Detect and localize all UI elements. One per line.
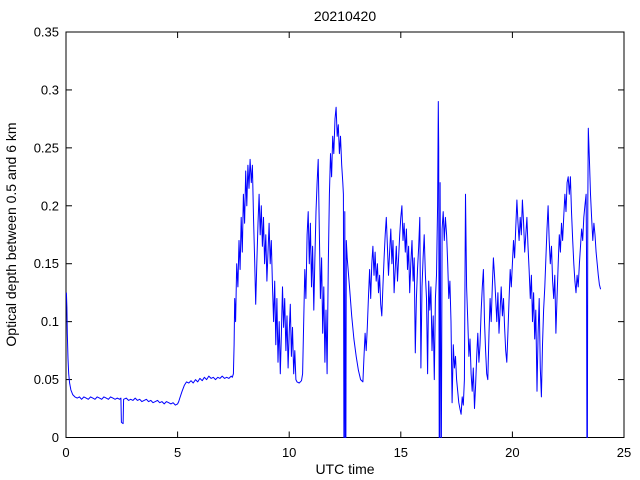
chart-title: 20210420 (314, 8, 377, 24)
x-tick-label: 5 (174, 445, 181, 460)
x-tick-label: 20 (505, 445, 519, 460)
y-tick-label: 0.15 (34, 256, 59, 271)
data-line-optical-depth (65, 101, 602, 438)
x-tick-label: 25 (617, 445, 631, 460)
x-tick-label: 15 (394, 445, 408, 460)
axis-ticks: 0 5 10 15 20 25 0 0.05 0.1 0.15 0.2 0.25 0.3 0.35 (34, 25, 632, 461)
y-tick-label: 0.1 (41, 314, 59, 329)
x-tick-label: 0 (62, 445, 69, 460)
x-tick-label: 10 (282, 445, 296, 460)
y-tick-label: 0.05 (34, 372, 59, 387)
y-axis-label: Optical depth between 0.5 and 6 km (3, 122, 19, 346)
y-tick-label: 0.3 (41, 82, 59, 97)
y-tick-label: 0.2 (41, 198, 59, 213)
y-tick-label: 0.25 (34, 140, 59, 155)
x-axis-label: UTC time (315, 461, 374, 477)
y-tick-label: 0.35 (34, 25, 59, 40)
y-tick-label: 0 (52, 430, 59, 445)
